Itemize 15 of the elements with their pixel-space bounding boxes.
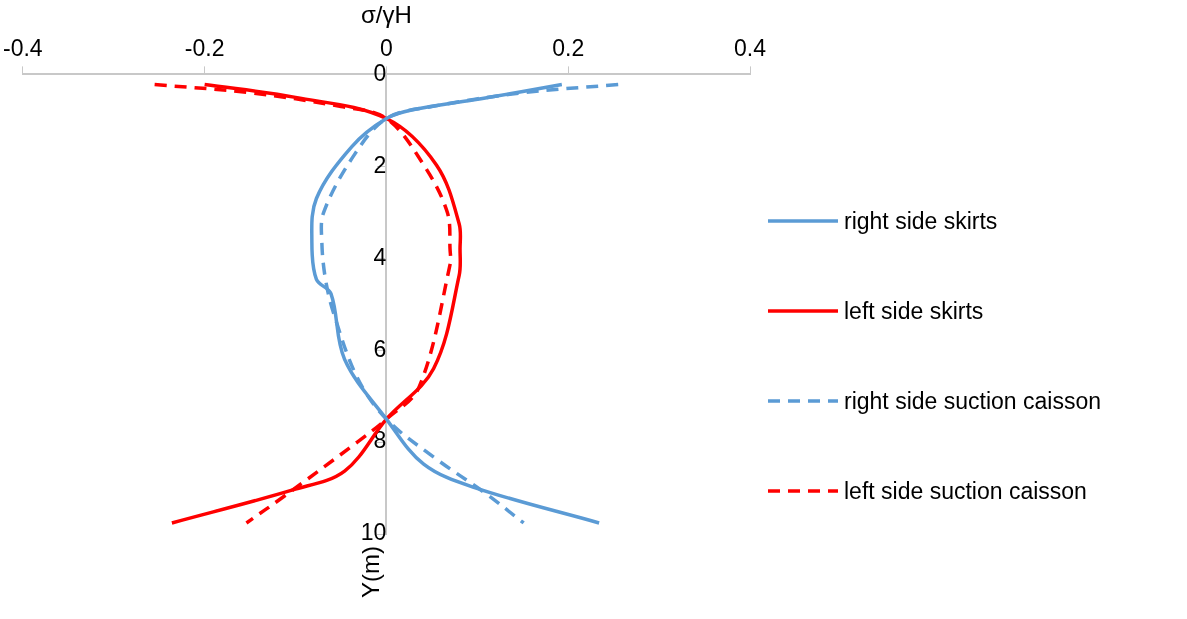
y-tick-label: 2 (373, 151, 387, 178)
y-tick-label: 10 (360, 519, 387, 546)
y-tick-label: 0 (373, 59, 387, 86)
legend-label: right side suction caisson (844, 387, 1101, 415)
x-tick-label: 0.4 (734, 34, 767, 61)
legend-label: left side suction caisson (844, 477, 1087, 505)
legend-label: left side skirts (844, 297, 984, 325)
x-tick-label: -0.2 (184, 34, 225, 61)
y-tick-label: 4 (373, 243, 387, 270)
x-tick-label: -0.4 (3, 34, 43, 61)
x-tick-label: 0.2 (552, 34, 585, 61)
y-tick-label: 6 (373, 335, 387, 362)
x-axis-title: σ/γH (361, 1, 412, 29)
legend-label: right side skirts (844, 207, 998, 235)
y-axis-title: Y(m) (357, 546, 385, 598)
